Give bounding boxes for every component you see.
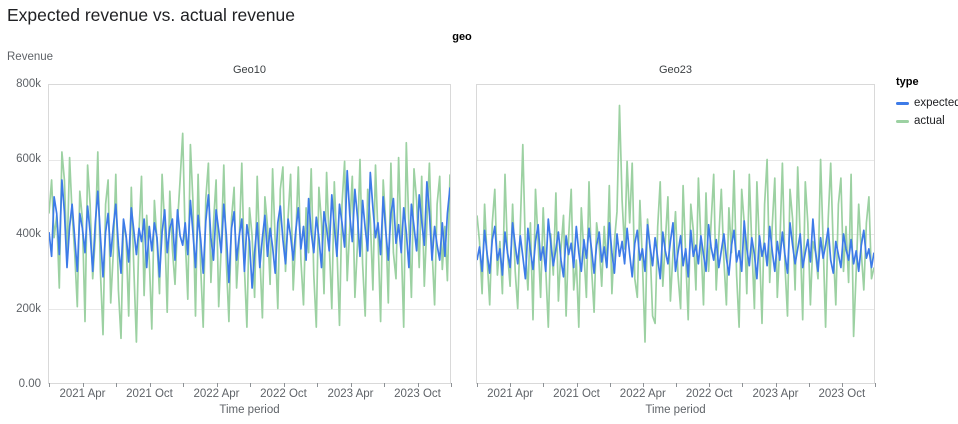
y-tick-label: 400k: [16, 228, 41, 240]
x-tick-label: 2023 Apr: [752, 388, 799, 400]
plot-area-geo23[interactable]: [477, 85, 874, 383]
x-axis-title-left: Time period: [219, 404, 280, 416]
y-tick-label: 200k: [16, 303, 41, 315]
x-tick-label: 2022 Apr: [193, 388, 240, 400]
series-line-actual-geo10: [49, 132, 450, 343]
x-axis-tick: [510, 383, 512, 387]
x-axis-tick: [676, 383, 677, 387]
chart-title: Expected revenue vs. actual revenue: [7, 5, 295, 25]
legend-label: actual: [914, 115, 945, 127]
x-axis-tick: [775, 383, 777, 387]
x-axis-tick: [576, 383, 578, 387]
legend-swatch-actual: [896, 119, 909, 123]
x-axis-tick: [183, 383, 184, 387]
x-axis-tick: [49, 383, 50, 387]
x-tick-label: 2023 Oct: [394, 388, 441, 400]
y-gridline: [477, 308, 874, 310]
x-axis-tick: [543, 383, 545, 387]
x-axis-tick: [417, 383, 419, 387]
panel-title-geo23: Geo23: [658, 64, 693, 76]
y-gridline: [49, 308, 450, 310]
legend-items: expected actual: [896, 97, 958, 127]
x-axis-tick: [642, 383, 644, 387]
x-axis-title-right: Time period: [645, 404, 706, 416]
y-gridline: [477, 234, 874, 235]
legend-title: type: [896, 76, 919, 88]
y-gridline: [49, 159, 450, 161]
x-tick-label: 2021 Oct: [553, 388, 600, 400]
legend-item-expected[interactable]: expected: [896, 97, 958, 109]
series-line-actual-geo23: [477, 104, 874, 343]
x-axis-tick: [841, 383, 843, 387]
x-axis-tick: [709, 383, 711, 387]
x-axis-tick: [742, 383, 744, 387]
x-axis-tick: [875, 383, 876, 387]
x-axis-tick: [350, 383, 352, 387]
series-line-expected-geo10: [49, 169, 450, 289]
x-axis-tick: [283, 383, 285, 387]
x-axis-tick: [477, 383, 478, 387]
x-axis-tick: [451, 383, 452, 387]
x-axis-tick: [250, 383, 251, 387]
x-tick-label: 2023 Oct: [818, 388, 866, 400]
x-axis-tick: [317, 383, 318, 387]
panel-title-geo10: Geo10: [232, 64, 267, 76]
y-axis-title: Revenue: [7, 51, 54, 63]
panel-geo23[interactable]: Geo23 Time period 2021 Apr 2021 Oct 2022 A…: [476, 64, 876, 416]
y-tick-label: 0.00: [18, 378, 41, 390]
legend-item-actual[interactable]: actual: [896, 115, 958, 127]
x-axis-tick: [216, 383, 218, 387]
facet-field-label: geo: [452, 31, 472, 43]
legend: type expected actual: [896, 76, 958, 133]
x-tick-label: 2022 Oct: [685, 388, 733, 400]
y-tick-label: 800k: [16, 78, 41, 90]
x-tick-label: 2022 Oct: [260, 388, 307, 400]
panel-geo10[interactable]: Geo10 Time period 2021 Apr 2021 Oct 2022 A…: [48, 64, 452, 416]
x-tick-label: 2021 Oct: [126, 388, 173, 400]
series-line-expected-geo23: [477, 218, 874, 280]
x-tick-label: 2021 Apr: [59, 388, 106, 400]
y-tick-label: 600k: [16, 153, 41, 165]
x-tick-label: 2023 Apr: [327, 388, 374, 400]
x-axis-tick: [116, 383, 117, 387]
x-axis-tick: [82, 383, 84, 387]
legend-label: expected: [914, 97, 958, 109]
x-tick-label: 2021 Apr: [487, 388, 534, 400]
x-axis-tick: [609, 383, 611, 387]
x-axis-tick: [384, 383, 385, 387]
plot-area-geo10[interactable]: [49, 85, 450, 383]
x-axis-tick: [808, 383, 810, 387]
y-gridline: [477, 159, 874, 161]
x-axis-tick: [149, 383, 151, 387]
legend-swatch-expected: [896, 101, 909, 105]
x-tick-label: 2022 Apr: [619, 388, 666, 400]
